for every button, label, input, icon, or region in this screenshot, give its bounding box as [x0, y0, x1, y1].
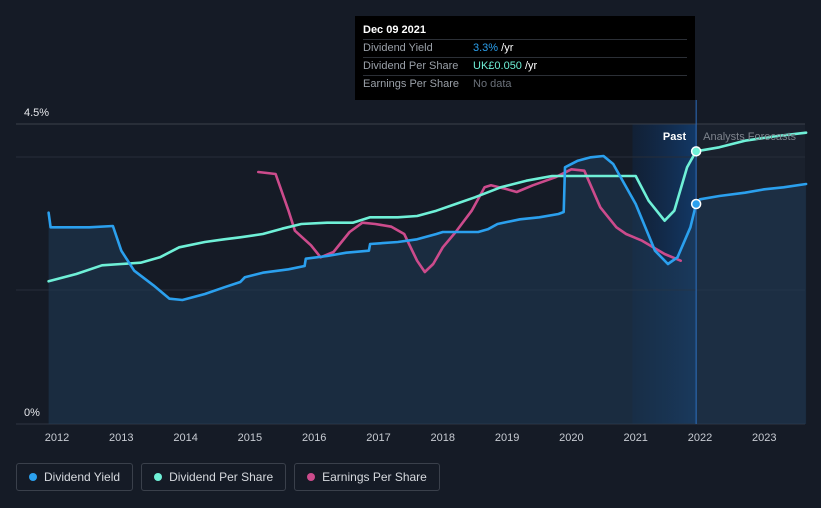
x-tick-label: 2014 [173, 432, 197, 444]
legend-label: Dividend Yield [44, 470, 121, 484]
x-tick-label: 2017 [366, 432, 390, 444]
tooltip-row-dividend-yield: Dividend Yield 3.3% /yr [363, 39, 687, 57]
tooltip-value: No data [473, 78, 512, 90]
legend-earnings-per-share[interactable]: Earnings Per Share [294, 463, 440, 491]
tooltip-value: UK£0.050 [473, 60, 522, 72]
tooltip-date: Dec 09 2021 [363, 24, 426, 36]
x-tick-label: 2013 [109, 432, 133, 444]
tooltip-label: Earnings Per Share [363, 78, 459, 90]
y-tick-label: 4.5% [24, 107, 49, 119]
past-label: Past [663, 131, 687, 143]
dividend-yield-marker [690, 198, 702, 210]
x-tick-label: 2023 [752, 432, 776, 444]
legend-dot [29, 473, 37, 481]
legend-dividend-per-share[interactable]: Dividend Per Share [141, 463, 287, 491]
tooltip-suffix: /yr [498, 42, 514, 54]
tooltip-row-dividend-per-share: Dividend Per Share UK£0.050 /yr [363, 57, 687, 75]
x-tick-label: 2019 [495, 432, 519, 444]
tooltip-suffix: /yr [521, 60, 538, 72]
tooltip-value: 3.3% [473, 42, 499, 54]
legend-dividend-yield[interactable]: Dividend Yield [16, 463, 134, 491]
legend-dot [307, 473, 316, 481]
analysts-forecasts-label: Analysts Forecasts [703, 131, 796, 143]
legend-dot [154, 473, 163, 481]
x-tick-label: 2012 [45, 432, 69, 444]
tooltip-label: Dividend Yield [363, 42, 433, 54]
x-tick-label: 2015 [238, 432, 262, 444]
dividend-per-share-line [47, 131, 808, 283]
legend-label: Earnings Per Share [322, 470, 427, 484]
x-tick-label: 2016 [302, 432, 326, 444]
chart-tooltip: Dec 09 2021 Dividend Yield 3.3% /yr Divi… [355, 16, 695, 100]
x-tick-label: 2022 [688, 432, 712, 444]
dividend-yield-area [48, 156, 807, 424]
y-tick-label: 0% [24, 407, 40, 419]
x-tick-label: 2021 [623, 432, 647, 444]
dividend-per-share-marker [690, 146, 702, 157]
dividend-yield-line [47, 154, 808, 302]
tooltip-label: Dividend Per Share [363, 60, 459, 72]
tooltip-row-earnings-per-share: Earnings Per Share No data [363, 75, 687, 93]
legend-label: Dividend Per Share [169, 470, 274, 484]
x-tick-label: 2018 [431, 432, 455, 444]
chart-legend: Dividend Yield Dividend Per Share Earnin… [16, 463, 440, 491]
x-tick-label: 2020 [559, 432, 583, 444]
